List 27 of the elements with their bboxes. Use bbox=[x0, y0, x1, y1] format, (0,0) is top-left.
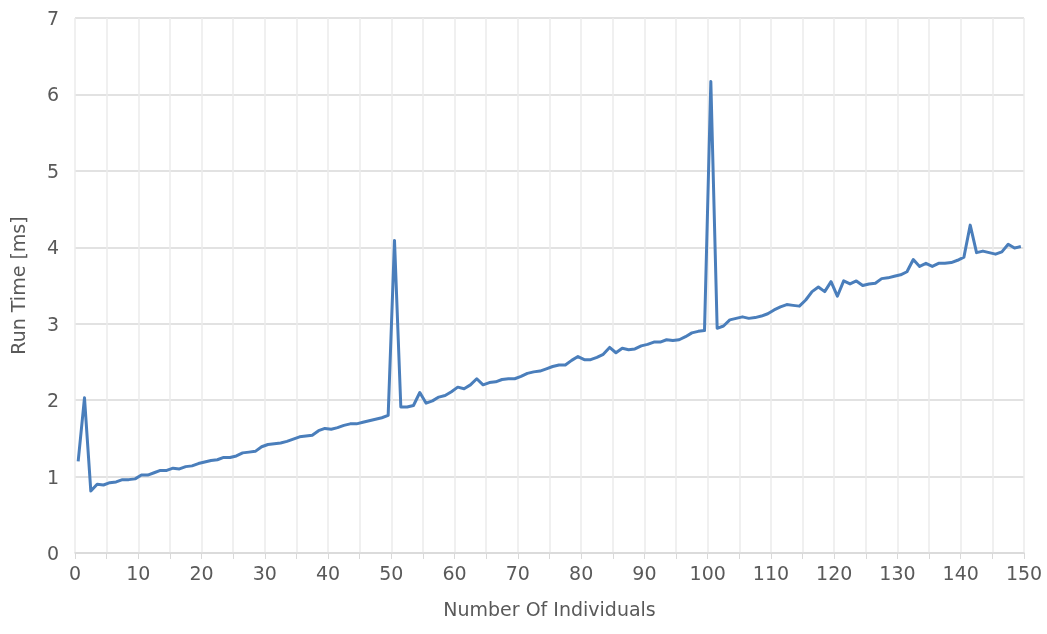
line-series bbox=[76, 79, 1023, 493]
x-tick-label: 10 bbox=[126, 561, 151, 584]
x-tick-label: 40 bbox=[315, 561, 341, 584]
x-tick-label: 140 bbox=[942, 561, 979, 584]
x-tick-label: 80 bbox=[569, 561, 594, 584]
y-tick-label: 2 bbox=[46, 389, 59, 412]
x-axis-title: Number Of Individuals bbox=[443, 597, 656, 620]
x-tick-label: 90 bbox=[632, 561, 657, 584]
y-tick-label: 7 bbox=[46, 7, 59, 29]
x-tick-label: 0 bbox=[68, 561, 82, 584]
y-tick-label: 0 bbox=[46, 542, 59, 564]
x-tick-label: 30 bbox=[252, 561, 277, 584]
y-tick-label: 6 bbox=[46, 83, 59, 106]
x-tick-label: 50 bbox=[379, 561, 404, 584]
y-axis-title: Run Time [ms] bbox=[6, 216, 29, 355]
x-tick-label: 130 bbox=[879, 561, 916, 584]
y-tick-label: 5 bbox=[46, 159, 59, 182]
x-tick-label: 120 bbox=[816, 561, 853, 584]
y-tick-label: 3 bbox=[46, 312, 59, 335]
x-tick-label: 110 bbox=[752, 561, 790, 584]
y-tick-label: 4 bbox=[46, 236, 59, 259]
x-tick-label: 70 bbox=[505, 561, 530, 584]
y-tick-label: 1 bbox=[46, 465, 59, 488]
x-tick-label: 20 bbox=[189, 561, 214, 584]
x-tick-label: 150 bbox=[1005, 561, 1043, 584]
x-tick-label: 60 bbox=[442, 561, 467, 584]
x-tick-label: 100 bbox=[689, 561, 726, 584]
